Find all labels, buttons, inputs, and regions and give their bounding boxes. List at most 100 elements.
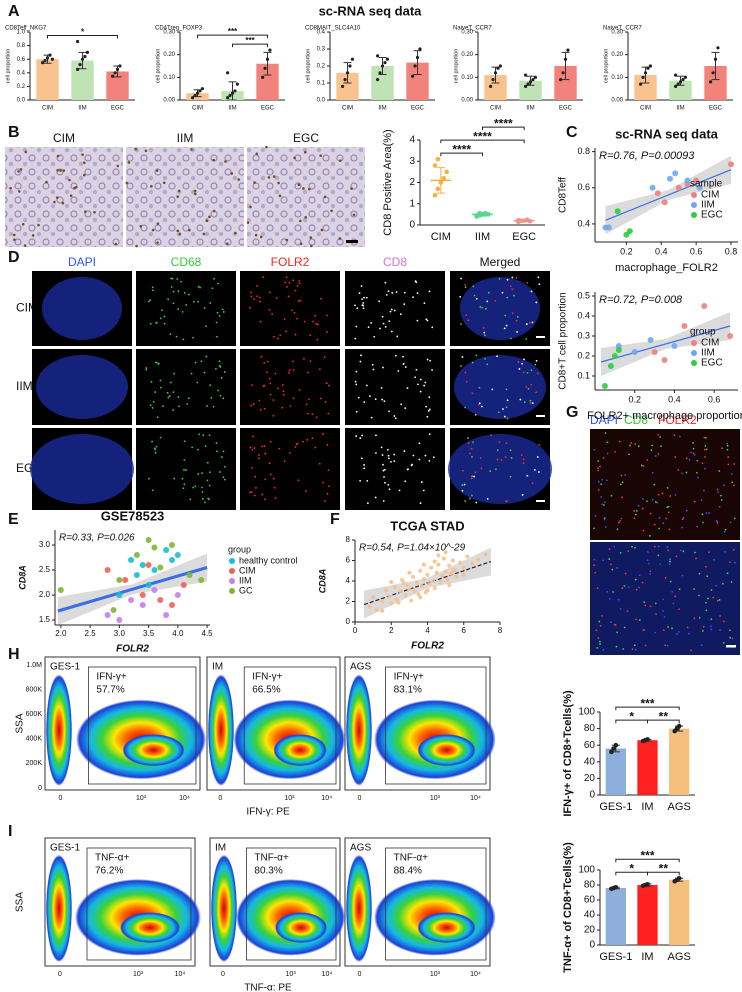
signal xyxy=(260,355,263,358)
signal xyxy=(516,316,519,318)
signal xyxy=(282,390,285,393)
signal xyxy=(623,584,626,587)
signal xyxy=(319,397,322,400)
data-point xyxy=(461,565,466,570)
signal xyxy=(510,457,513,459)
stain-dot xyxy=(176,229,180,233)
signal xyxy=(612,591,614,593)
signal xyxy=(415,368,418,371)
signal xyxy=(149,299,152,302)
data-point xyxy=(631,349,638,355)
signal xyxy=(594,571,597,574)
signal xyxy=(593,527,595,530)
stain-dot xyxy=(21,222,25,226)
signal xyxy=(654,501,657,503)
signal xyxy=(603,504,605,506)
signal xyxy=(674,494,677,496)
flow-y-tick: 1.0M xyxy=(26,662,42,669)
data-point xyxy=(415,55,420,60)
density xyxy=(46,674,207,787)
data-point xyxy=(649,184,656,191)
data-point xyxy=(436,562,441,567)
signal xyxy=(258,296,261,299)
y-tick-label: 0 xyxy=(346,617,351,626)
scale-bar xyxy=(536,415,545,417)
signal xyxy=(703,436,706,439)
data-point xyxy=(116,592,123,598)
density xyxy=(46,854,201,963)
signal xyxy=(538,471,540,473)
signal xyxy=(402,363,405,365)
stain-dot xyxy=(68,178,71,182)
signal xyxy=(621,481,624,484)
signal xyxy=(285,276,288,279)
signal xyxy=(273,335,275,338)
signal xyxy=(355,383,358,386)
signal xyxy=(470,447,473,450)
signal xyxy=(523,401,526,404)
signal xyxy=(599,640,601,643)
data-point xyxy=(458,560,463,565)
signal xyxy=(693,617,696,620)
signal xyxy=(734,561,736,564)
stain-dot xyxy=(61,201,65,205)
signal xyxy=(152,401,155,403)
data-point xyxy=(526,82,530,86)
data-point xyxy=(43,58,47,63)
signal xyxy=(428,290,431,293)
signal xyxy=(272,477,275,480)
signal xyxy=(407,468,409,471)
signal xyxy=(274,372,277,375)
signal xyxy=(643,601,646,603)
data-point xyxy=(80,57,85,61)
bar xyxy=(554,66,577,100)
data-point xyxy=(261,75,265,79)
signal xyxy=(309,334,312,337)
data-point xyxy=(118,64,122,68)
signal xyxy=(427,409,430,412)
legend-swatch xyxy=(691,360,697,366)
signal xyxy=(269,473,272,476)
signal xyxy=(182,487,185,490)
signal xyxy=(681,472,683,475)
signal xyxy=(167,298,169,301)
signal xyxy=(403,303,406,306)
signal xyxy=(619,483,622,486)
error-bar xyxy=(561,51,570,81)
legend-label: healthy control xyxy=(239,555,298,565)
signal xyxy=(708,512,710,514)
signal xyxy=(465,380,468,383)
stain-dot xyxy=(82,173,86,177)
flow-y-tick: 800K xyxy=(26,686,43,693)
stain-dot xyxy=(9,186,12,190)
stain-dot xyxy=(23,244,27,247)
stain-dot xyxy=(69,194,73,198)
signal xyxy=(662,609,665,612)
data-point xyxy=(115,67,120,71)
stain-dot xyxy=(254,233,258,237)
signal xyxy=(729,636,732,639)
flow-x-tick: 10³ xyxy=(286,971,297,978)
signal xyxy=(471,392,474,395)
data-point xyxy=(418,568,423,573)
data-point xyxy=(559,78,563,82)
signal xyxy=(720,494,722,497)
signal xyxy=(276,337,279,340)
data-point xyxy=(681,323,688,329)
gate xyxy=(86,847,192,961)
signal xyxy=(326,444,329,446)
signal xyxy=(484,357,486,360)
data-point xyxy=(533,75,538,79)
stain-dot xyxy=(320,228,324,232)
signal xyxy=(702,521,704,524)
density xyxy=(211,854,346,963)
legend-label: IIM xyxy=(239,575,252,585)
signal xyxy=(323,356,326,359)
stain-dot xyxy=(84,210,87,213)
stain-dot xyxy=(135,244,138,248)
y-tick-label: 0 xyxy=(589,790,595,801)
signal xyxy=(220,456,223,458)
signal xyxy=(658,516,661,519)
signal xyxy=(217,389,219,392)
